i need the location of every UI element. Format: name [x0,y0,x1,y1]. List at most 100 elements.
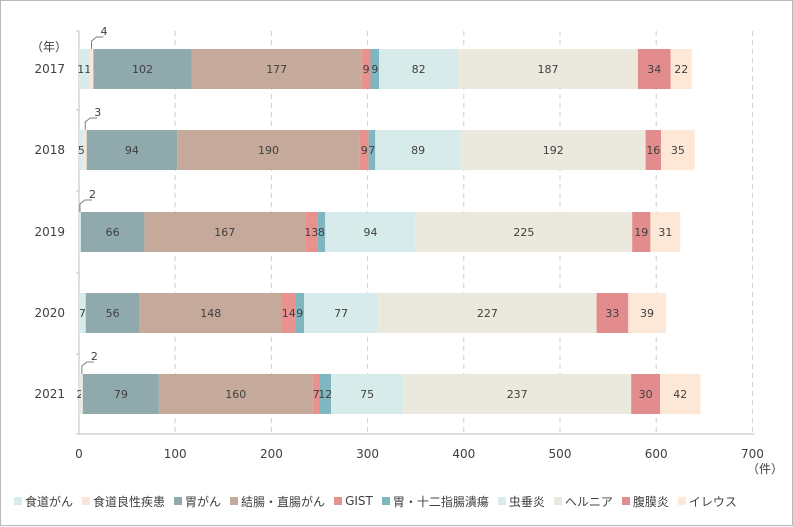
bar-segment [191,49,362,89]
x-tick-label: 100 [164,447,187,461]
bar-value-label: 148 [200,307,221,320]
bar-segment [378,293,597,333]
legend-label: GIST [345,494,373,508]
bar-value-label: 13 [304,226,318,239]
bar-segment [670,49,692,89]
legend-item: 食道良性疾患 [82,493,165,510]
bar-value-label: 89 [411,144,425,157]
bar-value-label: 34 [647,63,661,76]
legend-item: 胃・十二指腸潰瘍 [381,493,489,510]
bar-segment [361,49,371,89]
bar-value-label: 11 [77,63,91,76]
bar-segment [158,374,313,414]
bar-value-label: 187 [537,63,558,76]
bar-value-label: 39 [640,307,654,320]
bar-value-label: 192 [543,144,564,157]
bar-segment [370,49,380,89]
bar-segment [80,212,145,252]
bar-value-label: 75 [360,388,374,401]
bar-value-label: 33 [605,307,619,320]
legend-item: 胃がん [174,493,221,510]
bar-segment [79,130,84,170]
bar-segment [645,130,662,170]
bar-segment [177,130,360,170]
bar-segment [86,130,178,170]
bar-segment [85,293,140,333]
bar-segment [305,212,318,252]
bar-value-label: 227 [477,307,498,320]
bar-segment [79,293,86,333]
legend-label: 食道がん [25,494,74,509]
bar-value-label: 225 [513,226,534,239]
bar-segment [460,130,646,170]
bar-value-label: 9 [363,63,370,76]
bar-value-label: 167 [214,226,235,239]
bar-value-label: 9 [296,307,303,320]
legend-swatch [553,497,562,505]
bar-segment [144,212,306,252]
bar-value-label: 9 [371,63,378,76]
bar-segment [628,293,666,333]
legend-label: ヘルニア [564,494,613,509]
bar-value-label: 82 [412,63,426,76]
x-tick-label: 500 [549,447,572,461]
bar-segment [458,49,638,89]
y-category-label: 2020 [34,306,65,320]
callout-label: 3 [94,106,101,119]
bar-segment [93,49,192,89]
bar-value-label: 160 [225,388,246,401]
callout-leader [84,117,98,130]
bar-segment [368,130,376,170]
bar-value-label: 9 [361,144,368,157]
bar-segment [281,293,296,333]
bar-value-label: 30 [639,388,653,401]
chart-legend: 食道がん 食道良性疾患 胃がん 結腸・直腸がん GIST 胃・十二指腸潰瘍 虫垂炎 ヘルニア 腹… [14,490,746,512]
bar-value-label: 12 [318,388,332,401]
legend-label: 胃・十二指腸潰瘍 [392,494,489,509]
x-axis-unit-label: （件） [747,462,783,476]
bar-segment [331,374,404,414]
y-category-label: 2017 [34,62,65,76]
bar-segment [82,374,159,414]
bar-value-label: 79 [114,388,128,401]
bar-segment [319,374,332,414]
bar-segment [79,49,90,89]
legend-swatch [497,497,506,505]
bar-segment [660,374,701,414]
bar-value-label: 7 [368,144,375,157]
bar-value-label: 66 [106,226,120,239]
legend-swatch [174,497,183,505]
legend-label: 食道良性疾患 [93,494,166,509]
legend-swatch [381,497,390,505]
legend-label: 腹膜炎 [632,494,669,509]
bar-segment [295,293,305,333]
x-tick-label: 300 [356,447,379,461]
x-tick-label: 0 [75,447,83,461]
bar-value-label: 94 [363,226,377,239]
bar-segment [79,212,81,252]
x-tick-label: 400 [452,447,475,461]
bar-value-label: 31 [658,226,672,239]
bar-value-label: 177 [266,63,287,76]
bar-value-label: 7 [313,388,320,401]
bar-segment [415,212,633,252]
bar-value-label: 237 [507,388,528,401]
callout-leader [79,199,92,212]
bar-value-label: 42 [673,388,687,401]
legend-label: 胃がん [185,494,222,509]
bar-segment [80,374,83,414]
bar-segment [312,374,320,414]
bar-segment [631,374,661,414]
legend-item: 結腸・直腸がん [230,493,325,510]
legend-swatch [82,497,91,505]
bar-value-label: 56 [106,307,120,320]
callout-label: 4 [101,25,108,38]
bar-segment [89,49,94,89]
bar-segment [637,49,671,89]
bar-segment [325,212,416,252]
bar-value-label: 5 [78,144,85,157]
bar-value-label: 190 [258,144,279,157]
legend-swatch [334,497,343,505]
